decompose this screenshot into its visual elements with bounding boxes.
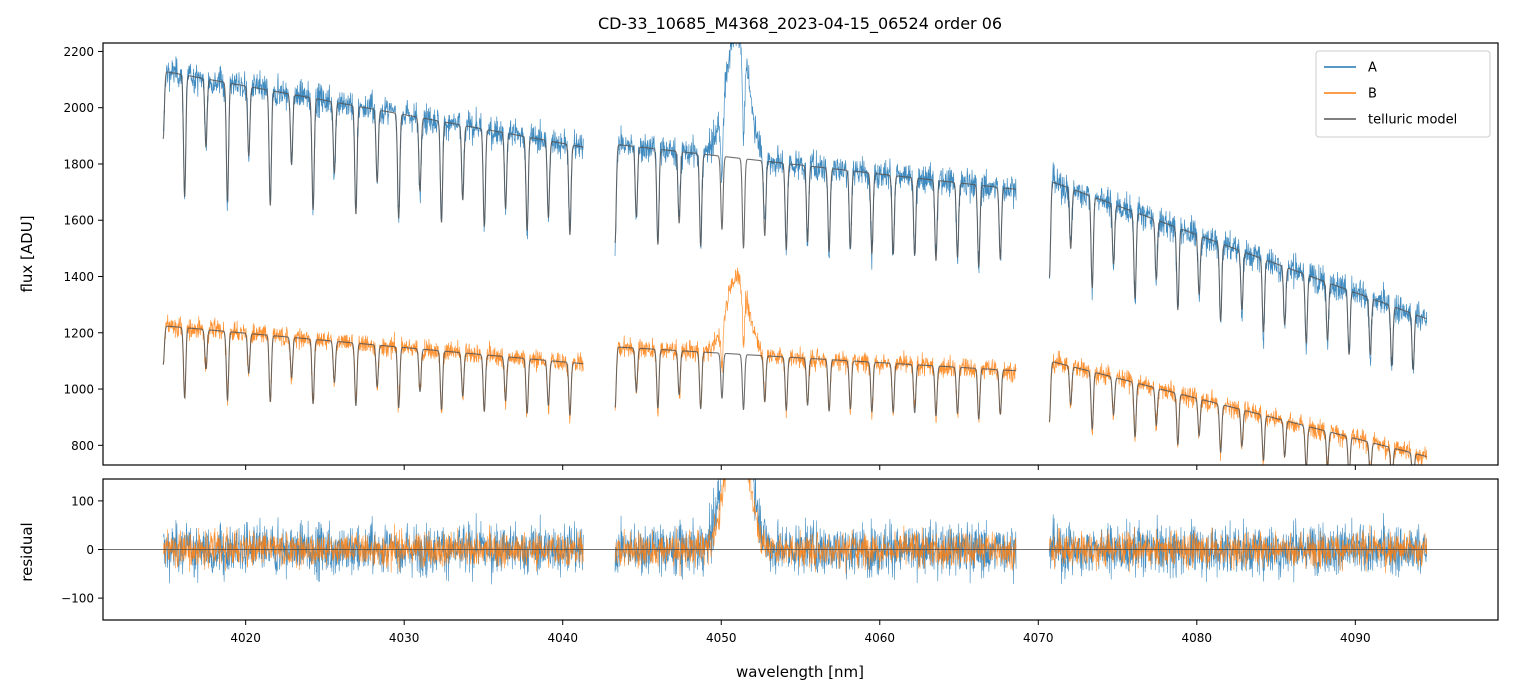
y-tick-label: 2000	[63, 101, 94, 115]
bottom-panel: −100 0 100 4020 4030 4040 4050 4060 4070 4080 409…	[18, 478, 1499, 681]
legend-label-a: A	[1368, 61, 1377, 76]
x-tick-label: 4060	[864, 631, 895, 645]
x-tick-label: 4050	[706, 631, 737, 645]
y-tick-label: 1200	[63, 326, 94, 340]
y-tick-label: 1000	[63, 383, 94, 397]
y-tick-label: 1400	[63, 270, 94, 284]
series-a-line	[162, 56, 584, 240]
top-x-axis	[245, 465, 1356, 470]
telluric-model-a-line	[614, 144, 1017, 267]
top-axes-frame	[102, 42, 1499, 466]
series-b-line	[1049, 350, 1428, 465]
telluric-model-b-line	[614, 346, 1017, 420]
y-tick-label: 1800	[63, 157, 94, 171]
x-tick-label: 4040	[547, 631, 578, 645]
legend-frame	[1315, 50, 1491, 138]
y-tick-label: 1600	[63, 214, 94, 228]
x-tick-label: 4080	[1182, 631, 1213, 645]
y-tick-label: 2200	[63, 45, 94, 59]
y-tick-label: −100	[61, 592, 94, 606]
telluric-model-b-line	[162, 325, 584, 416]
legend-label-model: telluric model	[1368, 113, 1457, 128]
residual-b-line	[162, 523, 584, 573]
series-a-line	[614, 43, 1017, 274]
top-y-axis: 800 1000 1200 1400 1600 1800 2000 2200	[63, 45, 103, 453]
x-axis-label: wavelength [nm]	[736, 663, 864, 681]
residual-b-line	[614, 479, 1017, 577]
legend: A B telluric model	[1315, 50, 1491, 138]
y-tick-label: 0	[86, 543, 94, 557]
top-plot-area	[162, 43, 1428, 465]
bottom-y-axis: −100 0 100	[61, 494, 103, 606]
residual-b-line	[1049, 524, 1427, 574]
top-panel: 800 1000 1200 1400 1600 1800 2000 2200 flux [AD…	[18, 42, 1499, 470]
chart-title: CD-33_10685_M4368_2023-04-15_06524 order…	[598, 14, 1002, 34]
series-b-line	[614, 267, 1017, 423]
bottom-x-axis: 4020 4030 4040 4050 4060 4070 4080 4090	[230, 620, 1371, 645]
telluric-model-b-line	[1048, 361, 1427, 465]
x-tick-label: 4070	[1023, 631, 1054, 645]
telluric-model-a-line	[1048, 181, 1427, 370]
x-tick-label: 4020	[230, 631, 261, 645]
telluric-model-a-line	[162, 71, 584, 236]
y-tick-label: 100	[71, 494, 94, 508]
bottom-plot-area	[103, 479, 1498, 585]
x-tick-label: 4090	[1340, 631, 1371, 645]
legend-label-b: B	[1368, 87, 1377, 102]
y-tick-label: 800	[71, 439, 94, 453]
series-b-line	[162, 314, 584, 424]
top-y-axis-label: flux [ADU]	[18, 215, 36, 292]
x-tick-label: 4030	[389, 631, 420, 645]
bottom-y-axis-label: residual	[18, 522, 36, 581]
